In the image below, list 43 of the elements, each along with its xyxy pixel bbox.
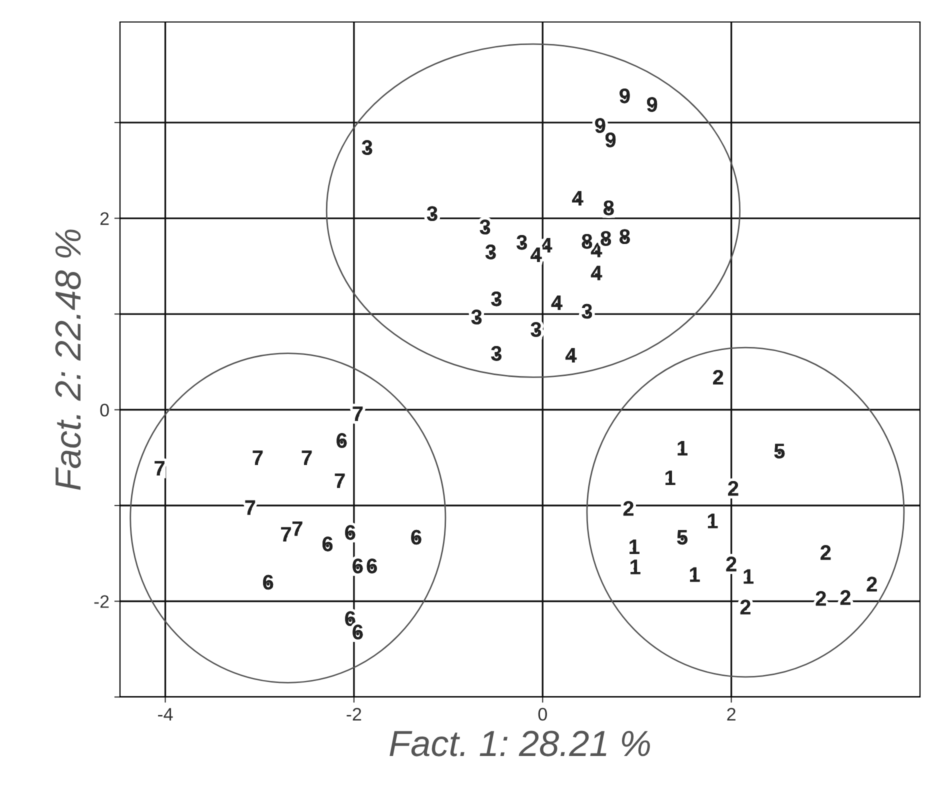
x-tick-label: -4 [158,708,173,720]
text: 4 [572,191,584,206]
x-tick-label: 0 [538,708,547,721]
text: 3 [491,346,502,361]
text: 6 [352,624,363,640]
x-axis-title: Fact. 1: 28.21 % [390,730,650,756]
text: 3 [426,206,438,222]
text: 5 [774,444,785,458]
text: 6 [322,536,333,552]
text: 6 [366,558,377,574]
text: 8 [620,229,630,244]
text: 6 [411,530,422,545]
series-label: 4 [590,266,602,280]
text: 6 [345,525,356,540]
text: 3 [582,304,592,319]
text: 6 [263,574,274,590]
text: 6 [345,611,356,626]
y-tick-label: 2 [100,212,109,225]
text: 3 [480,220,490,234]
series-label: 6 [336,433,347,448]
text: 9 [620,88,630,104]
series-label: 3 [516,234,527,250]
x-tick-label: 2 [727,708,736,720]
text: 8 [582,234,592,249]
text: 9 [605,132,616,148]
text: 4 [565,348,577,362]
text: 9 [595,118,606,133]
text: 3 [485,244,496,260]
y-axis-title: Fact. 2: 22.48 % [55,230,81,490]
y-tick-label: -2 [94,595,109,608]
text: 3 [471,310,482,324]
series-label: 8 [604,200,614,216]
text: 4 [551,296,562,310]
text: 6 [352,558,363,574]
text: 3 [491,291,502,306]
x-tick-label: -2 [346,708,362,720]
y-tick-label: 0 [100,404,109,416]
text: 4 [530,248,542,262]
text: 3 [530,322,542,337]
series-label: 9 [647,97,658,112]
series-label: 5 [677,530,688,545]
text: 8 [600,231,612,246]
text: 3 [362,140,372,155]
